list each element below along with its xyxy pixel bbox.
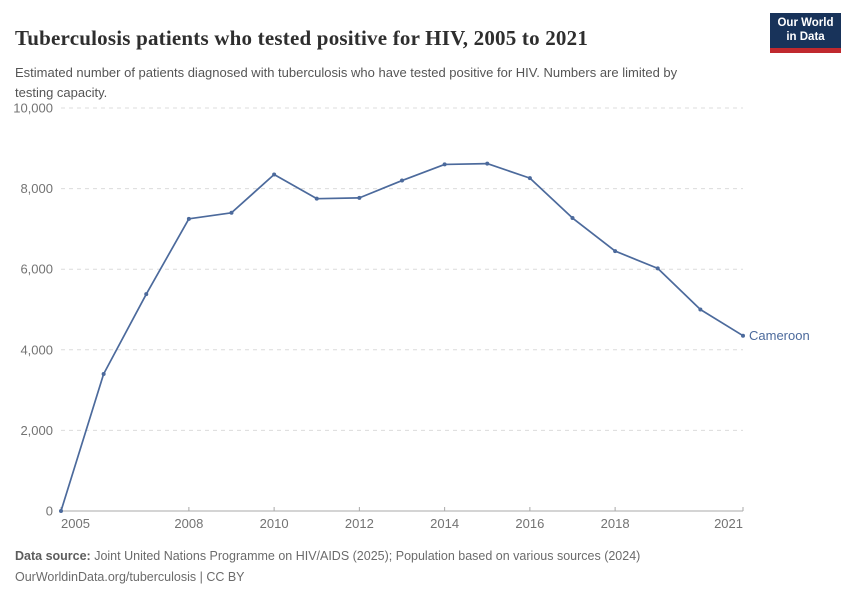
y-axis-label: 10,000 (13, 101, 53, 116)
data-point[interactable] (229, 210, 234, 215)
data-point[interactable] (613, 249, 618, 254)
data-source-line: Data source: Joint United Nations Progra… (15, 546, 835, 567)
data-point[interactable] (698, 307, 703, 312)
data-point[interactable] (59, 509, 63, 513)
footer-separator: | (196, 569, 207, 584)
owid-logo-line1: Our World (777, 17, 834, 29)
data-point[interactable] (357, 195, 362, 200)
line-chart[interactable]: 0 2,000 4,000 6,000 8,000 10,000 2005 2008 2010 2… (0, 95, 850, 545)
owid-logo[interactable]: Our World in Data (770, 13, 841, 53)
data-point[interactable] (101, 371, 106, 376)
data-point[interactable] (400, 178, 404, 183)
data-point[interactable] (144, 292, 149, 297)
data-point[interactable] (655, 266, 660, 271)
data-point[interactable] (741, 333, 745, 338)
y-axis-label: 4,000 (20, 342, 53, 357)
x-axis-label: 2005 (61, 516, 90, 531)
page-title: Tuberculosis patients who tested positiv… (15, 26, 589, 51)
data-point[interactable] (527, 176, 532, 181)
data-point[interactable] (570, 216, 575, 221)
x-axis-label: 2012 (345, 516, 374, 531)
series-label[interactable]: Cameroon (749, 328, 810, 343)
footer-license-link[interactable]: CC BY (206, 569, 245, 584)
data-point[interactable] (186, 216, 191, 221)
data-point[interactable] (485, 161, 490, 166)
x-axis-label: 2014 (430, 516, 459, 531)
x-axis-label: 2021 (714, 516, 743, 531)
y-axis-label: 2,000 (20, 423, 53, 438)
footer-links-line: OurWorldinData.org/tuberculosis | CC BY (15, 567, 835, 588)
data-point[interactable] (272, 172, 277, 177)
footer-url-link[interactable]: OurWorldinData.org/tuberculosis (15, 569, 197, 584)
data-line[interactable] (60, 162, 744, 512)
x-axis-label: 2008 (174, 516, 203, 531)
y-axis-label: 8,000 (20, 181, 53, 196)
data-source-text: Joint United Nations Programme on HIV/AI… (90, 549, 641, 563)
chart-footer: Data source: Joint United Nations Progra… (15, 546, 835, 587)
data-point[interactable] (314, 196, 319, 201)
data-source-label: Data source: (15, 549, 91, 563)
chart-subtitle: Estimated number of patients diagnosed w… (15, 65, 678, 100)
x-axis-label: 2018 (601, 516, 630, 531)
y-axis-label: 0 (46, 504, 53, 519)
y-axis-label: 6,000 (20, 262, 53, 277)
data-point[interactable] (442, 162, 447, 167)
owid-logo-line2: in Data (786, 30, 825, 43)
x-axis-label: 2016 (515, 516, 544, 531)
x-axis-label: 2010 (260, 516, 289, 531)
